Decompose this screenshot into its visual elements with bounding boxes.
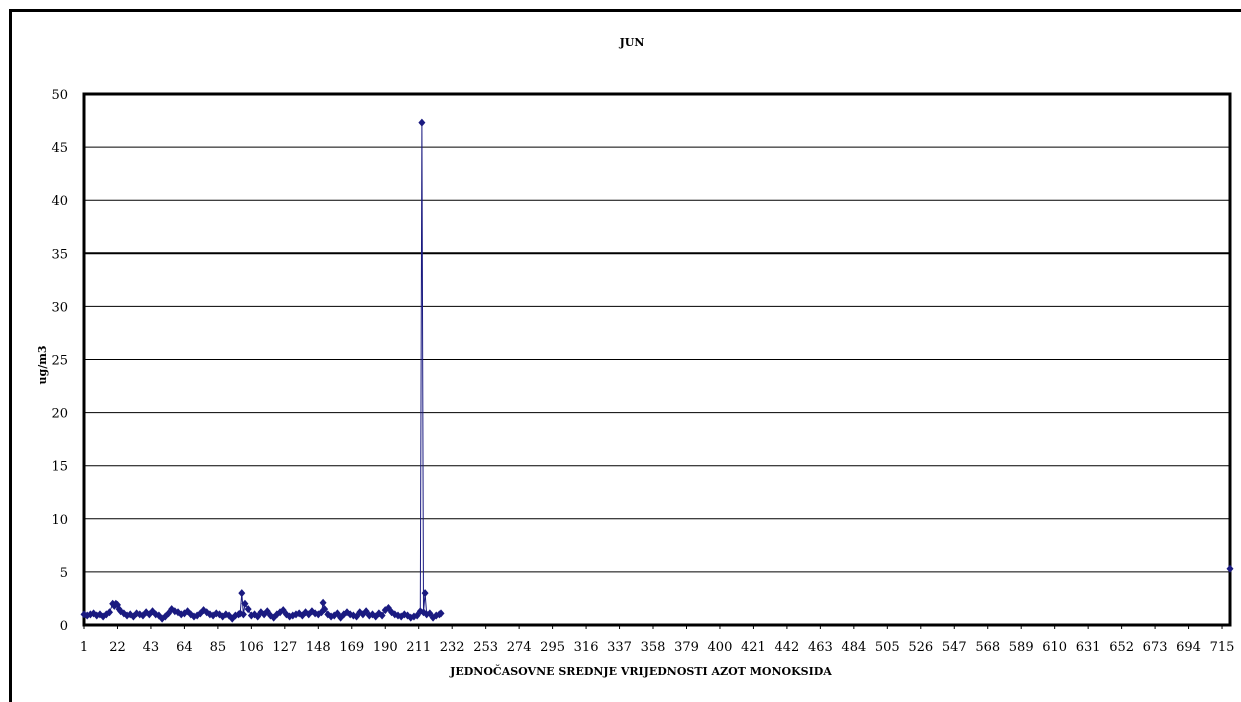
x-tick-label: 358 [641, 640, 666, 655]
x-tick-label: 85 [210, 640, 227, 655]
x-tick-label: 694 [1176, 640, 1201, 655]
data-point [239, 610, 247, 619]
data-points [80, 118, 1234, 623]
x-tick-label: 589 [1009, 640, 1034, 655]
x-tick-label: 673 [1143, 640, 1168, 655]
x-tick-label: 211 [406, 640, 431, 655]
x-tick-label: 610 [1042, 640, 1067, 655]
x-tick-label: 442 [774, 640, 799, 655]
x-tick-label: 106 [239, 640, 264, 655]
y-tick-label: 30 [51, 300, 68, 315]
x-tick-label: 316 [574, 640, 599, 655]
data-point [321, 605, 329, 614]
data-point [418, 118, 426, 127]
x-tick-label: 148 [306, 640, 331, 655]
data-point [319, 598, 327, 607]
x-tick-label: 127 [272, 640, 297, 655]
x-tick-label: 421 [741, 640, 766, 655]
x-tick-label: 379 [674, 640, 699, 655]
y-tick-label: 20 [51, 407, 68, 422]
y-tick-label: 25 [51, 354, 68, 369]
chart-title: JUN [619, 36, 645, 49]
x-tick-label: 463 [808, 640, 833, 655]
y-tick-label: 35 [51, 247, 68, 262]
x-tick-label: 526 [908, 640, 933, 655]
y-tick-label: 50 [51, 88, 68, 103]
y-tick-label: 45 [51, 141, 68, 156]
x-tick-label: 652 [1109, 640, 1134, 655]
plot-area [82, 92, 1232, 627]
data-point [123, 611, 131, 620]
y-tick-label: 40 [51, 194, 68, 209]
x-tick-label: 715 [1210, 640, 1235, 655]
data-point [106, 608, 114, 617]
chart-frame [9, 9, 1241, 702]
x-tick-label: 43 [143, 640, 160, 655]
series-line [83, 122, 442, 620]
x-tick-label: 505 [875, 640, 900, 655]
x-tick-label: 22 [109, 640, 126, 655]
x-tick-label: 253 [473, 640, 498, 655]
y-tick-label: 5 [60, 566, 68, 581]
x-tick-label: 169 [339, 640, 364, 655]
x-tick-label: 274 [507, 640, 532, 655]
data-point [244, 605, 252, 614]
y-tick-label: 0 [60, 619, 68, 634]
y-tick-label: 10 [51, 513, 68, 528]
data-point [241, 599, 249, 608]
x-tick-label: 295 [540, 640, 565, 655]
data-point [378, 611, 386, 620]
data-point [1226, 564, 1234, 573]
x-tick-label: 190 [373, 640, 398, 655]
x-tick-label: 337 [607, 640, 632, 655]
y-tick-label: 15 [51, 460, 68, 475]
x-tick-label: 484 [841, 640, 866, 655]
x-tick-label: 400 [708, 640, 733, 655]
x-axis-label: JEDNOČASOVNE SREDNJE VRIJEDNOSTI AZOT MO… [449, 664, 832, 678]
x-axis-ticks: 1 22 43 64 85 106 127 148 169 190 211 232 253 274 295 3… [80, 625, 1235, 655]
data-point [238, 589, 246, 598]
data-point [437, 609, 445, 618]
x-tick-label: 232 [440, 640, 465, 655]
x-tick-label: 64 [176, 640, 193, 655]
x-tick-label: 547 [942, 640, 967, 655]
x-tick-label: 1 [80, 640, 88, 655]
x-tick-label: 631 [1076, 640, 1101, 655]
x-tick-label: 568 [975, 640, 1000, 655]
data-point [421, 589, 429, 598]
y-axis-label: ug/m3 [36, 346, 49, 385]
y-axis-ticks: 0 5 10 15 20 25 30 35 40 45 50 [51, 88, 68, 634]
gridlines [84, 146, 1230, 573]
